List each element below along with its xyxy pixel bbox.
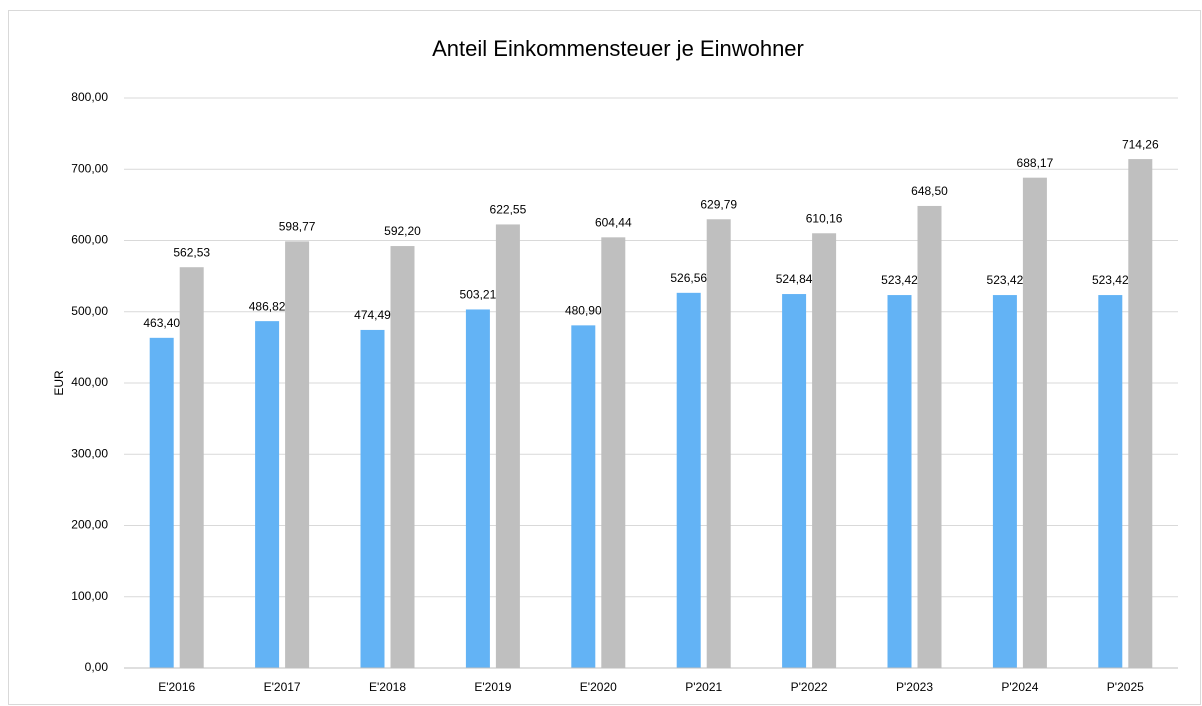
y-tick-label: 700,00	[71, 161, 108, 175]
data-label: 523,42	[881, 273, 918, 287]
y-tick-label: 100,00	[71, 589, 108, 603]
y-axis-label: EUR	[52, 370, 66, 396]
data-label: 463,40	[143, 316, 180, 330]
bar	[601, 237, 626, 669]
data-label: 486,82	[249, 299, 286, 313]
data-label: 622,55	[490, 203, 527, 217]
bar	[812, 233, 837, 669]
data-label: 523,42	[1092, 273, 1129, 287]
bar	[676, 292, 701, 668]
y-tick-label: 400,00	[71, 375, 108, 389]
x-tick-label: E'2017	[264, 680, 301, 694]
x-tick-label: E'2020	[580, 680, 617, 694]
data-label: 480,90	[565, 304, 602, 318]
bar	[571, 325, 596, 668]
data-label: 523,42	[987, 273, 1024, 287]
bar	[706, 219, 731, 668]
x-tick-label: P'2023	[896, 680, 933, 694]
bar	[1022, 177, 1047, 668]
data-label: 610,16	[806, 211, 843, 225]
x-tick-label: P'2024	[1001, 680, 1038, 694]
bar	[1098, 295, 1123, 668]
data-label: 598,77	[279, 220, 316, 234]
data-label: 592,20	[384, 224, 421, 238]
data-label: 474,49	[354, 308, 391, 322]
x-tick-label: E'2018	[369, 680, 406, 694]
bar	[887, 295, 912, 668]
bar	[917, 205, 942, 668]
data-label: 526,56	[670, 271, 707, 285]
bar	[285, 241, 310, 668]
bar	[255, 321, 280, 668]
x-tick-label: P'2025	[1107, 680, 1144, 694]
data-label: 562,53	[173, 245, 210, 259]
bar	[495, 224, 520, 669]
data-label: 714,26	[1122, 137, 1159, 151]
y-tick-label: 500,00	[71, 304, 108, 318]
bar	[992, 295, 1017, 668]
y-tick-label: 800,00	[71, 90, 108, 104]
bar	[782, 294, 807, 668]
x-tick-label: E'2016	[158, 680, 195, 694]
y-tick-label: 0,00	[85, 660, 109, 674]
bar	[360, 329, 385, 668]
data-label: 524,84	[776, 272, 813, 286]
data-label: 503,21	[460, 288, 497, 302]
bar	[179, 267, 204, 668]
x-tick-label: P'2021	[685, 680, 722, 694]
data-label: 648,50	[911, 184, 948, 198]
x-tick-label: E'2019	[474, 680, 511, 694]
data-label: 688,17	[1017, 156, 1054, 170]
data-label: 604,44	[595, 216, 632, 230]
bar	[149, 337, 174, 668]
bar	[390, 246, 415, 668]
y-tick-label: 200,00	[71, 518, 108, 532]
bar	[1128, 159, 1153, 668]
data-label: 629,79	[700, 197, 737, 211]
x-tick-label: P'2022	[791, 680, 828, 694]
chart-title: Anteil Einkommensteuer je Einwohner	[432, 36, 804, 61]
y-tick-label: 600,00	[71, 233, 108, 247]
y-tick-label: 300,00	[71, 446, 108, 460]
bar	[465, 309, 490, 668]
